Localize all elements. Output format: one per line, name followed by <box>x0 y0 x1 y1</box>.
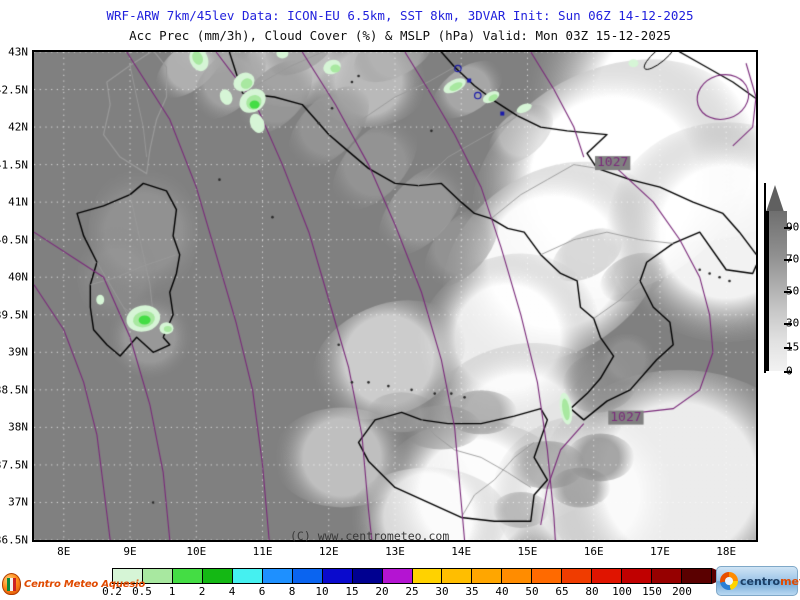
precip-color-swatch <box>142 569 173 583</box>
precip-color-swatch <box>322 569 353 583</box>
cloudbar-tick <box>784 347 792 349</box>
precipitation-colorbar <box>112 568 712 584</box>
precip-color-swatch <box>262 569 293 583</box>
precip-color-swatch <box>292 569 323 583</box>
latitude-tick-label: 38.5N <box>0 383 28 397</box>
longitude-tick-label: 14E <box>451 545 472 558</box>
latitude-axis: 43N 42.5N 42N 41.5N 41N 40.5N 40N 39.5N 39N 38.5N… <box>0 46 30 547</box>
longitude-axis: 8E 9E 10E 11E 12E 13E 14E 15E 16E 17E 18E <box>32 543 758 561</box>
precip-color-swatch <box>412 569 443 583</box>
latitude-tick-label: 38N <box>8 420 28 434</box>
precip-color-swatch <box>232 569 263 583</box>
precip-color-swatch <box>682 569 712 583</box>
precipitation-colorbar-labels: 0.2 0.5 1 2 4 6 8 10 15 20 25 30 35 40 50 65 80 100 150 200 <box>102 585 712 599</box>
cloudbar-tick-label: 50 <box>786 284 800 298</box>
latitude-tick-label: 36.5N <box>0 533 28 547</box>
cloudbar-tick <box>784 227 792 229</box>
precip-tick-label: 100 <box>612 585 632 598</box>
latitude-tick-label: 42N <box>8 120 28 134</box>
cloudbar-axis-line <box>764 183 766 373</box>
precip-tick-label: 4 <box>228 585 236 598</box>
precip-color-swatch <box>502 569 533 583</box>
longitude-tick-label: 9E <box>123 545 137 558</box>
cloudbar-tick <box>784 259 792 261</box>
cloudbar-tick-label: 15 <box>786 340 800 354</box>
weather-map[interactable] <box>32 50 758 542</box>
longitude-tick-label: 11E <box>252 545 273 558</box>
latitude-tick-label: 39N <box>8 345 28 359</box>
cloudbar-tick <box>784 371 792 373</box>
precip-tick-label: 35 <box>465 585 479 598</box>
logo-centrometeo[interactable]: centrometeo <box>716 566 800 596</box>
precip-color-swatch <box>592 569 623 583</box>
latitude-tick-label: 39.5N <box>0 308 28 322</box>
precip-color-swatch <box>442 569 473 583</box>
longitude-tick-label: 13E <box>385 545 405 558</box>
precip-tick-label: 8 <box>288 585 296 598</box>
precip-tick-label: 20 <box>375 585 389 598</box>
latitude-tick-label: 40N <box>8 270 28 284</box>
longitude-tick-label: 18E <box>716 545 737 558</box>
precip-tick-label: 40 <box>495 585 509 598</box>
latitude-tick-label: 37N <box>8 495 28 509</box>
precip-tick-label: 200 <box>672 585 692 598</box>
precip-color-swatch <box>382 569 413 583</box>
latitude-tick-label: 42.5N <box>0 83 28 97</box>
latitude-tick-label: 40.5N <box>0 233 28 247</box>
flag-drop-icon <box>2 573 21 595</box>
cloudbar-tick <box>784 291 792 293</box>
precip-tick-label: 30 <box>435 585 449 598</box>
logo-centro-meteo-aquesio[interactable]: Centro Meteo Aquesio <box>2 572 145 596</box>
cloudbar-top-arrow <box>766 185 784 212</box>
logo-right-label-part1: centro <box>740 574 781 588</box>
map-canvas <box>34 52 756 540</box>
logo-right-label-part2: meteo <box>780 574 800 588</box>
precip-color-swatch <box>352 569 383 583</box>
cloudbar-tick <box>784 323 792 325</box>
precip-color-swatch <box>532 569 563 583</box>
precip-color-swatch <box>172 569 203 583</box>
longitude-tick-label: 12E <box>318 545 339 558</box>
swirl-icon <box>720 572 738 590</box>
precip-tick-label: 65 <box>555 585 569 598</box>
precip-color-swatch <box>652 569 683 583</box>
longitude-tick-label: 16E <box>583 545 604 558</box>
precip-color-swatch <box>202 569 233 583</box>
longitude-tick-label: 17E <box>650 545 670 558</box>
precip-tick-label: 2 <box>198 585 206 598</box>
title-block: WRF-ARW 7km/45lev Data: ICON-EU 6.5km, S… <box>0 0 800 46</box>
precip-tick-label: 15 <box>345 585 359 598</box>
precip-tick-label: 25 <box>405 585 419 598</box>
precip-color-swatch <box>472 569 503 583</box>
latitude-tick-label: 43N <box>8 45 28 59</box>
cloudbar-tick-label: 30 <box>786 316 800 330</box>
title-line-model: WRF-ARW 7km/45lev Data: ICON-EU 6.5km, S… <box>106 8 694 23</box>
precip-tick-label: 1 <box>168 585 176 598</box>
title-line-fields: Acc Prec (mm/3h), Cloud Cover (%) & MSLP… <box>129 28 671 43</box>
precip-color-swatch <box>113 569 143 583</box>
cloudbar-tick-label: 90 <box>786 220 800 234</box>
precip-color-swatch <box>622 569 653 583</box>
longitude-tick-label: 10E <box>186 545 207 558</box>
cloudbar-gradient <box>766 211 787 371</box>
precip-tick-label: 50 <box>525 585 539 598</box>
longitude-tick-label: 15E <box>517 545 538 558</box>
longitude-tick-label: 8E <box>57 545 71 558</box>
latitude-tick-label: 41.5N <box>0 158 28 172</box>
latitude-tick-label: 37.5N <box>0 458 28 472</box>
cloud-cover-colorbar: 0 15 30 50 70 90 <box>762 183 800 395</box>
cloudbar-tick-label: 70 <box>786 252 800 266</box>
precip-tick-label: 150 <box>642 585 662 598</box>
precip-tick-label: 80 <box>585 585 599 598</box>
precip-tick-label: 0.5 <box>132 585 152 598</box>
logo-left-label: Centro Meteo Aquesio <box>24 578 146 590</box>
precip-tick-label: 0.2 <box>102 585 122 598</box>
watermark-text: (C) www.centrometeo.com <box>290 529 450 543</box>
precip-tick-label: 10 <box>315 585 329 598</box>
precip-color-swatch <box>562 569 593 583</box>
precip-tick-label: 6 <box>258 585 266 598</box>
cloudbar-tick-label: 0 <box>786 364 793 378</box>
latitude-tick-label: 41N <box>8 195 28 209</box>
